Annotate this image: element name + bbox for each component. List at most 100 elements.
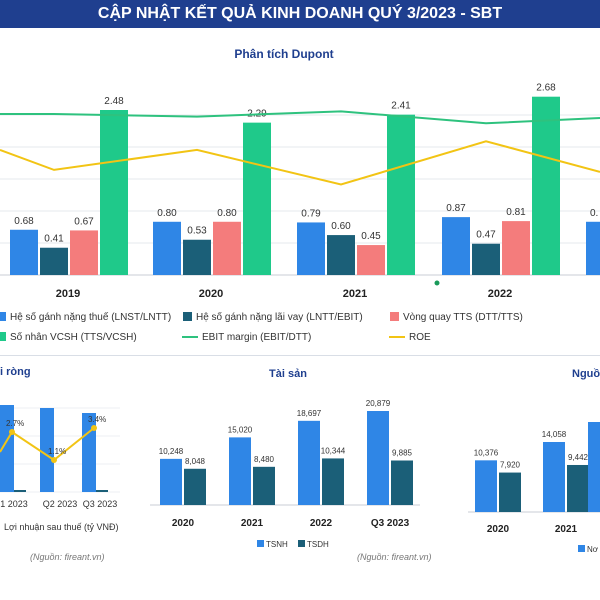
dupont-bar	[153, 221, 181, 275]
assets-category-label: Q3 2023	[371, 518, 410, 529]
dupont-bar-partial-label: 0.	[590, 208, 598, 219]
assets-chart: Tài sản 10,248 15,020 18,697 20,879 8,048 8,48…	[150, 368, 432, 562]
dupont-bar	[387, 114, 415, 275]
assets-bar	[184, 468, 206, 505]
dupont-bar-label: 0.67	[74, 216, 94, 227]
dupont-bar-label: 0.80	[157, 208, 177, 219]
dupont-bar-label: 0.81	[506, 207, 526, 218]
dupont-bar-label: 0.41	[44, 234, 64, 245]
profit-source: (Nguồn: fireant.vn)	[30, 552, 105, 562]
assets-category-label: 2022	[310, 518, 333, 529]
assets-bar-label: 18,697	[297, 409, 322, 418]
assets-bar	[253, 466, 275, 505]
dupont-bar-label: 2.68	[536, 83, 556, 94]
dupont-bar	[442, 217, 470, 275]
capital-legend-swatch	[578, 545, 585, 552]
dupont-bar	[213, 221, 241, 275]
dupont-bar	[70, 230, 98, 275]
profit-bar	[0, 405, 14, 492]
assets-bar	[322, 458, 344, 505]
capital-bar	[499, 472, 521, 512]
dupont-category-label: 2019	[56, 288, 80, 300]
dupont-series-line	[0, 140, 600, 186]
dupont-bar-partial	[586, 221, 600, 275]
profit-margin-label: 2.7%	[6, 419, 24, 428]
assets-bar-label: 8,480	[254, 455, 275, 464]
dupont-series-line	[0, 110, 600, 125]
dupont-bar	[243, 122, 271, 275]
capital-category-label: 2020	[487, 524, 510, 535]
dupont-bar-label: 0.53	[187, 226, 207, 237]
capital-bar-label: 7,920	[500, 461, 521, 470]
assets-bar-label: 20,879	[366, 399, 391, 408]
profit-margin-point	[9, 429, 15, 435]
profit-bar-small	[96, 490, 108, 492]
assets-bar	[160, 458, 182, 505]
profit-chart: i ròng 2.7% 1.1% 3.4% 1 2023 Q2 2023 Q3 2023 Lợ…	[0, 366, 120, 562]
section-divider	[0, 355, 600, 356]
capital-bar-label: 9,442	[568, 453, 589, 462]
assets-category-label: 2020	[172, 518, 195, 529]
assets-bar-label: 9,885	[392, 448, 413, 457]
dupont-legend-label: Vòng quay TTS (DTT/TTS)	[403, 312, 523, 323]
capital-bar	[567, 464, 589, 512]
assets-bar-label: 15,020	[228, 425, 253, 434]
header-banner: CẬP NHẬT KẾT QUẢ KINH DOANH QUÝ 3/2023 -…	[0, 0, 600, 28]
profit-category-label: Q3 2023	[83, 499, 118, 509]
dupont-bar	[297, 222, 325, 275]
dupont-bar	[100, 110, 128, 275]
assets-bar	[367, 411, 389, 505]
dupont-legend-label: EBIT margin (EBIT/DTT)	[202, 332, 311, 343]
dupont-legend-label: Hệ số gánh nặng lãi vay (LNTT/EBIT)	[196, 311, 363, 323]
capital-bar	[543, 442, 565, 512]
dupont-legend-label: Số nhân VCSH (TTS/VCSH)	[10, 331, 137, 343]
assets-legend-swatch	[257, 540, 264, 547]
assets-bar-label: 8,048	[185, 457, 206, 466]
assets-bar	[391, 460, 413, 505]
dupont-category-label: 2021	[343, 288, 367, 300]
dupont-bar	[472, 243, 500, 275]
dupont-bar-label: 0.68	[14, 216, 34, 227]
capital-bar-partial	[588, 422, 600, 512]
dupont-bar	[502, 221, 530, 275]
capital-bar-label: 10,376	[474, 448, 499, 457]
dupont-category-label: 2022	[488, 288, 512, 300]
assets-source: (Nguồn: fireant.vn)	[357, 552, 432, 562]
dupont-category-label: 2020	[199, 288, 223, 300]
dupont-bar-label: 2.41	[391, 101, 411, 112]
dupont-bar-label: 0.79	[301, 208, 321, 219]
assets-bar-label: 10,248	[159, 447, 184, 456]
profit-bar	[40, 408, 54, 492]
profit-margin-point	[51, 457, 57, 463]
capital-category-label: 2021	[555, 524, 578, 535]
profit-title: i ròng	[0, 366, 31, 378]
dupont-legend-swatch	[183, 312, 192, 321]
dupont-bar	[183, 239, 211, 275]
profit-legend-label: Lợi nhuận sau thuế (tỷ VNĐ)	[4, 522, 118, 532]
dupont-legend-swatch	[0, 332, 6, 341]
dupont-bar-label: 0.80	[217, 208, 237, 219]
capital-title: Nguồ	[572, 368, 600, 380]
assets-bar	[298, 420, 320, 505]
dupont-bar-label: 0.47	[476, 230, 496, 241]
profit-bar	[82, 413, 96, 492]
assets-bar	[229, 437, 251, 505]
profit-bar-small	[14, 490, 26, 492]
dupont-title: Phân tích Dupont	[234, 47, 333, 61]
assets-legend-swatch	[298, 540, 305, 547]
dupont-legend-label: ROE	[409, 332, 431, 343]
assets-legend-label: TSDH	[307, 540, 329, 549]
assets-bar-label: 10,344	[321, 446, 346, 455]
capital-legend-label: Nơ	[587, 545, 599, 554]
profit-margin-line	[0, 427, 95, 462]
dupont-bar-label: 0.45	[361, 231, 381, 242]
dupont-legend-label: Hệ số gánh nặng thuế (LNST/LNTT)	[10, 311, 171, 323]
assets-category-label: 2021	[241, 518, 264, 529]
assets-legend-label: TSNH	[266, 540, 288, 549]
dupont-bar-label: 0.87	[446, 203, 466, 214]
dupont-bar	[327, 235, 355, 275]
dupont-legend-swatch	[0, 312, 6, 321]
dupont-bar	[10, 229, 38, 275]
capital-bar	[475, 460, 497, 512]
